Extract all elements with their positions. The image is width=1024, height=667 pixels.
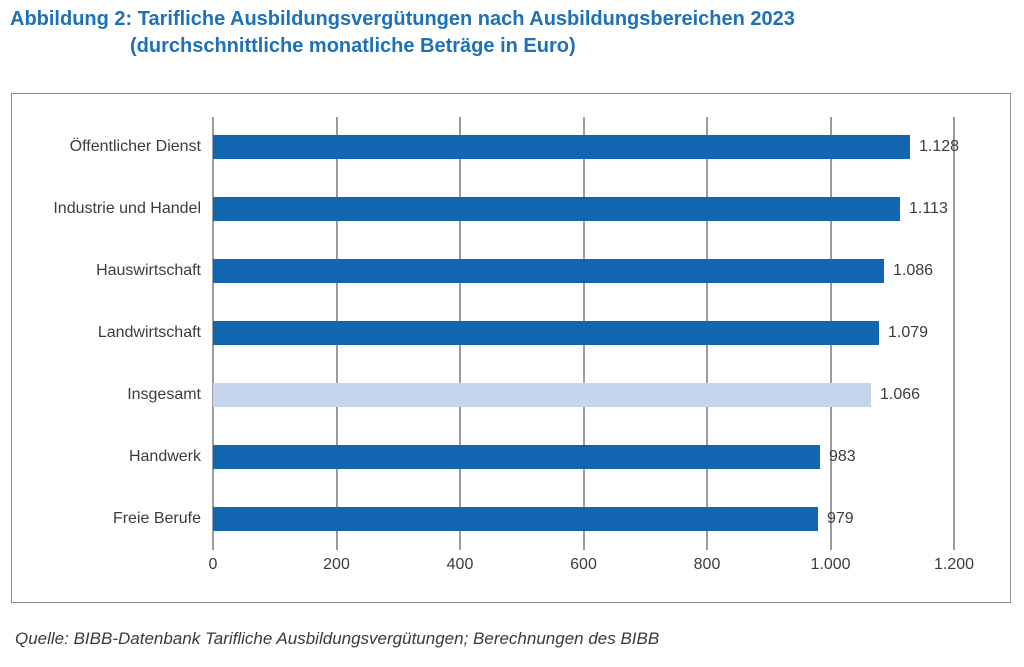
bar-2 xyxy=(213,197,900,221)
x-axis-tick-label: 0 xyxy=(208,556,218,573)
gridline-x-1.200 xyxy=(953,117,955,550)
category-label-7: Freie Berufe xyxy=(112,510,201,527)
value-label-7: 979 xyxy=(827,510,854,527)
x-axis-tick-label: 800 xyxy=(693,556,721,573)
bar-6 xyxy=(213,445,820,469)
source-note: Quelle: BIBB-Datenbank Tarifliche Ausbil… xyxy=(15,629,660,648)
x-axis-tick-label: 600 xyxy=(570,556,597,573)
bar-7 xyxy=(213,507,818,531)
category-label-3: Hauswirtschaft xyxy=(96,262,201,279)
value-label-3: 1.086 xyxy=(893,262,934,279)
value-label-1: 1.128 xyxy=(919,138,960,155)
bar-chart-frame: 0 200 400 600 800 1.000 1.200 Öffentlicher Dien… xyxy=(11,93,1011,603)
category-label-4: Landwirtschaft xyxy=(97,324,201,341)
x-axis-tick-label: 1.000 xyxy=(810,556,851,573)
x-axis-tick-label: 200 xyxy=(323,556,350,573)
figure-title-line1: Abbildung 2: Tarifliche Ausbildungsvergü… xyxy=(10,8,795,30)
value-label-5: 1.066 xyxy=(880,386,921,403)
figure-title-line2: (durchschnittliche monatliche Beträge in… xyxy=(130,35,576,57)
figure-title: Abbildung 2: Tarifliche Ausbildungsvergü… xyxy=(10,6,795,60)
value-label-2: 1.113 xyxy=(909,200,948,217)
category-label-2: Industrie und Handel xyxy=(53,200,201,217)
bar-3 xyxy=(213,259,884,283)
x-axis-tick-label: 1.200 xyxy=(933,556,975,573)
category-label-5: Insgesamt xyxy=(127,386,201,403)
value-label-4: 1.079 xyxy=(888,324,929,341)
category-label-6: Handwerk xyxy=(128,448,201,465)
x-axis-tick-label: 400 xyxy=(446,556,474,573)
bar-5 xyxy=(213,383,871,407)
bar-4 xyxy=(213,321,879,345)
value-label-6: 983 xyxy=(829,448,856,465)
bar-1 xyxy=(213,135,910,159)
category-label-1: Öffentlicher Dienst xyxy=(69,138,201,155)
